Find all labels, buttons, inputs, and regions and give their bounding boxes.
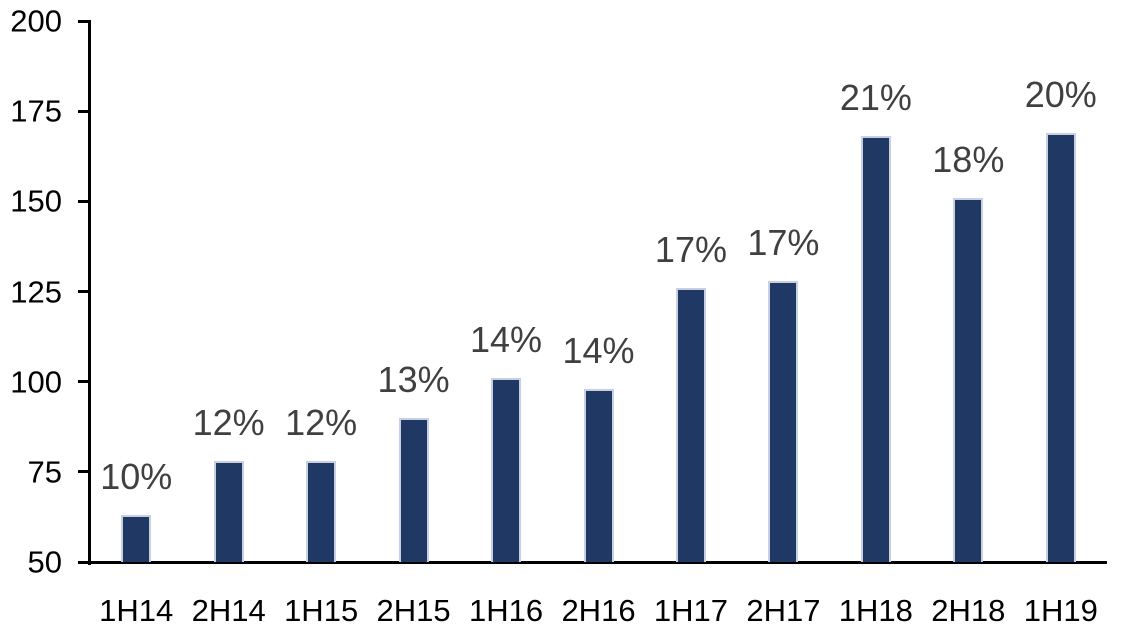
bar-value-label: 10%: [100, 456, 173, 498]
x-category-label: 2H16: [561, 593, 636, 628]
x-category-label: 1H14: [99, 593, 174, 628]
bar-2H14: [213, 461, 244, 562]
bar-value-label: 14%: [470, 319, 543, 361]
y-tick-label: 150: [10, 183, 62, 219]
y-tick: [78, 470, 90, 474]
bar-1H18: [860, 136, 891, 562]
bar-2H15: [398, 417, 429, 562]
y-tick-label: 200: [10, 3, 62, 39]
y-tick: [78, 290, 90, 293]
y-tick-label: 75: [27, 454, 62, 490]
bar-value-label: 14%: [562, 329, 635, 371]
y-tick-label: 100: [10, 364, 62, 400]
bar-2H16: [583, 388, 614, 562]
x-category-label: 2H18: [931, 593, 1006, 628]
y-tick: [78, 109, 90, 113]
y-tick-label: 175: [10, 93, 62, 129]
bar-value-label: 12%: [192, 402, 265, 444]
x-category-label: 1H16: [468, 593, 544, 628]
bar-1H17: [675, 287, 706, 562]
bar-1H15: [306, 461, 337, 562]
bar-value-label: 17%: [747, 221, 820, 263]
bar-value-label: 18%: [932, 138, 1005, 180]
x-category-label: 2H15: [376, 593, 451, 628]
bar-1H14: [121, 515, 152, 562]
y-tick: [78, 19, 90, 23]
x-category-label: 1H18: [838, 593, 913, 628]
bar-1H16: [491, 378, 522, 562]
bar-2H18: [953, 197, 984, 562]
x-category-label: 2H14: [191, 593, 266, 628]
y-tick: [78, 380, 90, 384]
bar-value-label: 21%: [839, 77, 912, 119]
y-tick-label: 125: [10, 274, 62, 309]
bar-value-label: 12%: [285, 402, 358, 444]
x-category-label: 1H17: [653, 593, 729, 628]
x-category-label: 2H17: [746, 593, 821, 628]
x-category-label: 1H19: [1023, 593, 1098, 628]
bar-2H17: [768, 280, 799, 562]
y-tick: [78, 560, 90, 564]
bar-1H19: [1045, 132, 1076, 562]
bar-value-label: 20%: [1024, 73, 1097, 115]
bar-value-label: 13%: [377, 358, 450, 400]
x-axis-line: [78, 560, 1107, 564]
x-category-label: 1H15: [284, 593, 359, 628]
y-tick-label: 50: [27, 544, 62, 580]
y-tick: [78, 199, 90, 203]
bar-value-label: 17%: [654, 228, 727, 270]
